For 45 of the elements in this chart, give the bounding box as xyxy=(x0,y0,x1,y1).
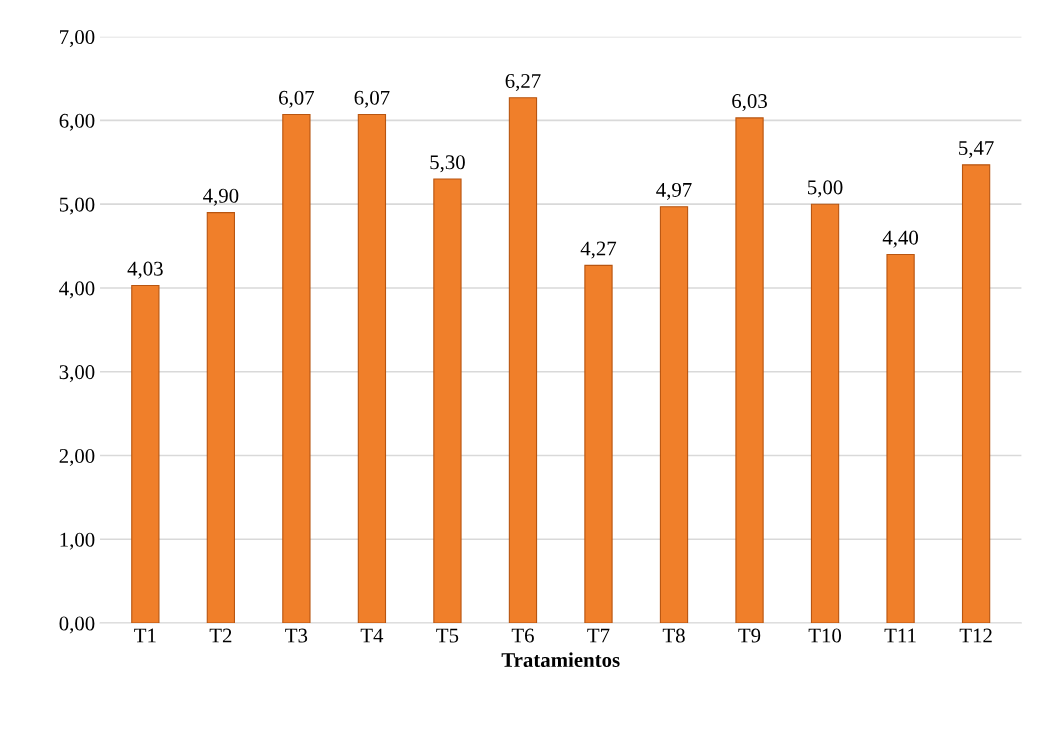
y-tick-label: 4,00 xyxy=(59,281,95,299)
x-tick-label: T5 xyxy=(436,628,459,643)
x-tick-label: T11 xyxy=(884,628,916,643)
x-tick-label: T10 xyxy=(808,628,842,643)
bar xyxy=(282,114,311,624)
bar xyxy=(735,117,764,624)
bar xyxy=(131,284,160,624)
bar xyxy=(433,178,462,624)
data-label: 6,07 xyxy=(354,90,390,108)
data-label: 4,97 xyxy=(656,182,692,200)
y-tick-label: 5,00 xyxy=(59,197,95,215)
data-label: 5,47 xyxy=(959,141,994,159)
y-tick-label: 1,00 xyxy=(60,532,95,550)
x-tick-label: T4 xyxy=(360,628,384,643)
bar xyxy=(886,253,915,624)
x-tick-label: T9 xyxy=(738,628,761,643)
data-label: 4,40 xyxy=(882,230,919,248)
x-tick-label: T8 xyxy=(662,628,685,643)
x-tick-label: T6 xyxy=(511,628,534,643)
x-tick-label: T3 xyxy=(285,628,308,643)
x-tick-label: T12 xyxy=(959,628,992,643)
bar xyxy=(961,164,991,624)
data-label: 5,00 xyxy=(808,180,843,198)
data-label: 4,03 xyxy=(127,261,163,279)
data-label: 6,27 xyxy=(505,74,541,92)
x-tick-label: T2 xyxy=(209,628,232,643)
x-tick-label: T7 xyxy=(587,628,610,643)
y-tick-label: 7,00 xyxy=(60,30,95,48)
y-tick-label: 0,00 xyxy=(59,616,95,634)
bar xyxy=(810,203,840,624)
x-tick-label: T1 xyxy=(134,628,156,643)
bar xyxy=(357,114,387,624)
y-tick-label: 3,00 xyxy=(59,365,95,383)
bar xyxy=(584,264,613,624)
data-label: 6,03 xyxy=(732,94,767,112)
bar xyxy=(206,212,236,624)
data-label: 5,30 xyxy=(430,155,465,173)
bar xyxy=(659,206,689,624)
bar xyxy=(508,97,538,624)
data-label: 4,27 xyxy=(580,241,617,259)
y-tick-label: 2,00 xyxy=(59,448,95,466)
data-label: 4,90 xyxy=(203,188,239,206)
y-tick-label: 6,00 xyxy=(59,113,95,131)
data-label: 6,07 xyxy=(279,90,315,108)
x-axis-title: Tratamientos xyxy=(501,652,620,668)
